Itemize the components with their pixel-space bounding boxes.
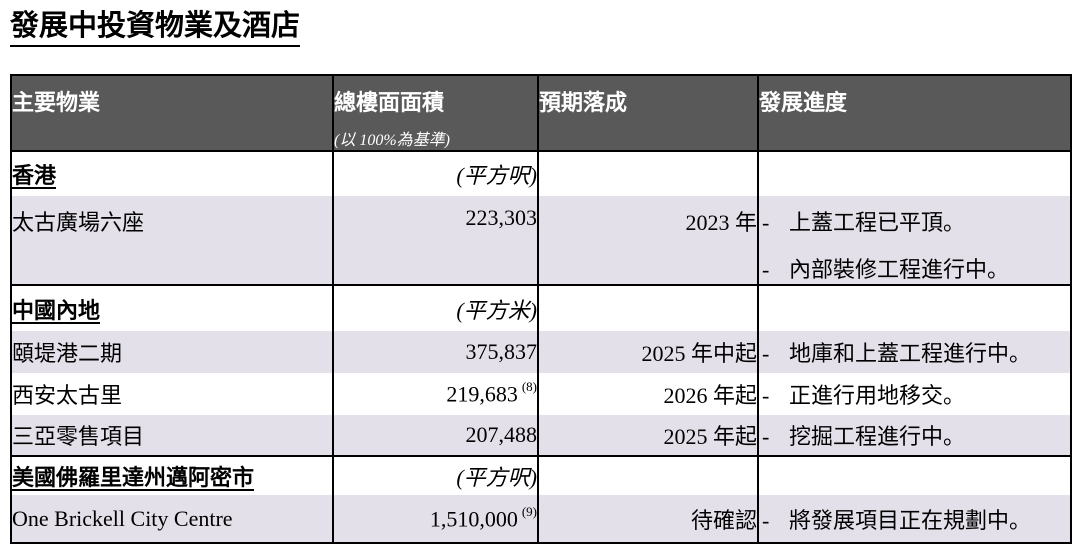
progress-text: 將發展項目正在規劃中。 bbox=[789, 507, 1032, 533]
progress-text: 地庫和上蓋工程進行中。 bbox=[789, 341, 1032, 367]
progress-line: - 內部裝修工程進行中。 bbox=[760, 252, 1070, 284]
footnote-ref: (9) bbox=[521, 503, 537, 519]
bullet-dash: - bbox=[762, 383, 770, 409]
progress-text: 上蓋工程已平頂。 bbox=[789, 210, 966, 236]
gfa-value: 219,683 bbox=[446, 381, 518, 407]
gfa-cell: 1,510,000 (9) bbox=[332, 495, 538, 544]
property-row-indigo-phase-two: 頤堤港二期 375,837 2025 年中起 - 地庫和上蓋工程進行中。 bbox=[11, 331, 1071, 374]
footnote-ref: (8) bbox=[521, 379, 537, 395]
property-name-cell: 三亞零售項目 bbox=[12, 424, 145, 450]
progress-cell: - 將發展項目正在規劃中。 bbox=[757, 495, 1071, 544]
bullet-dash: - bbox=[762, 507, 770, 533]
bullet-dash: - bbox=[762, 424, 770, 450]
progress-text: 內部裝修工程進行中。 bbox=[789, 257, 1010, 283]
completion-cell: 2025 年中起 bbox=[537, 331, 758, 374]
property-name-cell: 西安太古里 bbox=[12, 383, 123, 409]
progress-line: - 地庫和上蓋工程進行中。 bbox=[760, 336, 1070, 368]
progress-cell: - 正進行用地移交。 bbox=[757, 373, 1071, 416]
property-row-taikoo-li-xian: 西安太古里 219,683 (8) 2026 年起 - 正進行用地移交。 bbox=[11, 373, 1071, 416]
header-completion: 預期落成 bbox=[537, 75, 758, 152]
gfa-value: 375,837 bbox=[465, 339, 538, 365]
progress-cell: - 地庫和上蓋工程進行中。 bbox=[757, 331, 1071, 374]
header-property: 主要物業 bbox=[11, 75, 333, 152]
gfa-value: 223,303 bbox=[465, 205, 538, 231]
progress-line: - 將發展項目正在規劃中。 bbox=[760, 503, 1070, 535]
progress-cell: - 挖掘工程進行中。 bbox=[757, 415, 1071, 457]
section-name: 中國內地 bbox=[12, 297, 101, 323]
gfa-cell: 207,488 bbox=[332, 415, 538, 457]
table-header-row: 主要物業 總樓面面積 (以 100%為基準) 預期落成 發展進度 bbox=[11, 75, 1071, 152]
completion-cell bbox=[537, 151, 758, 197]
section-row-hong-kong: 香港 (平方呎) bbox=[11, 151, 1071, 197]
progress-cell bbox=[757, 456, 1071, 496]
property-row-pacific-place-six: 太古廣場六座 223,303 2023 年 - 上蓋工程已平頂。 - 內部裝修工… bbox=[11, 196, 1071, 286]
section-row-chinese-mainland: 中國內地 (平方米) bbox=[11, 285, 1071, 332]
completion-cell bbox=[537, 285, 758, 332]
header-gfa-basis: (以 100%為基準) bbox=[334, 132, 450, 150]
gfa-unit-cell: (平方米) bbox=[332, 285, 538, 332]
property-name-cell: 中國內地 bbox=[11, 285, 333, 331]
progress-text: 挖掘工程進行中。 bbox=[789, 424, 966, 450]
header-progress: 發展進度 bbox=[757, 75, 1071, 152]
completion-cell: 2025 年起 bbox=[537, 415, 758, 457]
progress-line: - 上蓋工程已平頂。 bbox=[760, 205, 1070, 237]
completion-cell: 2023 年 bbox=[537, 196, 758, 286]
section-name: 香港 bbox=[12, 163, 57, 189]
progress-line: - 挖掘工程進行中。 bbox=[760, 419, 1070, 451]
gfa-unit-cell: (平方呎) bbox=[332, 151, 538, 197]
progress-text: 正進行用地移交。 bbox=[789, 383, 966, 409]
gfa-cell: 219,683 (8) bbox=[332, 373, 538, 416]
page-title: 發展中投資物業及酒店 bbox=[10, 10, 301, 48]
development-properties-table: 主要物業 總樓面面積 (以 100%為基準) 預期落成 發展進度 香港 (平方呎… bbox=[10, 74, 1072, 545]
section-name: 美國佛羅里達州邁阿密市 bbox=[12, 465, 255, 491]
gfa-cell: 223,303 bbox=[332, 196, 538, 286]
completion-cell bbox=[537, 456, 758, 496]
property-name-cell: 太古廣場六座 bbox=[12, 210, 145, 236]
progress-cell bbox=[757, 151, 1071, 197]
gfa-value: 207,488 bbox=[465, 422, 538, 448]
property-row-one-brickell-city-centre: One Brickell City Centre 1,510,000 (9) 待確… bbox=[11, 495, 1071, 544]
progress-line: - 正進行用地移交。 bbox=[760, 378, 1070, 410]
header-gfa-title: 總樓面面積 bbox=[334, 90, 445, 116]
property-name-cell: One Brickell City Centre bbox=[12, 505, 233, 531]
gfa-unit-cell: (平方呎) bbox=[332, 456, 538, 496]
section-row-miami-florida: 美國佛羅里達州邁阿密市 (平方呎) bbox=[11, 456, 1071, 496]
property-row-sanya-retail: 三亞零售項目 207,488 2025 年起 - 挖掘工程進行中。 bbox=[11, 415, 1071, 457]
property-name-cell: 美國佛羅里達州邁阿密市 bbox=[11, 456, 333, 495]
progress-cell: - 上蓋工程已平頂。 - 內部裝修工程進行中。 bbox=[757, 196, 1071, 286]
gfa-value: 1,510,000 bbox=[429, 506, 518, 531]
property-name-cell: 頤堤港二期 bbox=[12, 341, 123, 367]
gfa-cell: 375,837 bbox=[332, 331, 538, 374]
bullet-dash: - bbox=[762, 341, 770, 367]
completion-cell: 2026 年起 bbox=[537, 373, 758, 416]
header-gfa: 總樓面面積 (以 100%為基準) bbox=[332, 75, 538, 152]
bullet-dash: - bbox=[762, 210, 770, 236]
property-name-cell: 香港 bbox=[11, 151, 333, 196]
progress-cell bbox=[757, 285, 1071, 332]
completion-cell: 待確認 bbox=[537, 495, 758, 544]
bullet-dash: - bbox=[762, 257, 770, 283]
